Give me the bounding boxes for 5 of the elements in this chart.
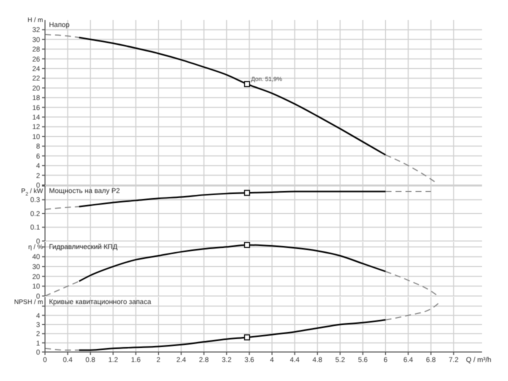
- line-series: [385, 270, 438, 296]
- line-series: [78, 36, 386, 156]
- line-series: [385, 154, 438, 184]
- line-series: [78, 319, 386, 351]
- line-series: [385, 302, 440, 320]
